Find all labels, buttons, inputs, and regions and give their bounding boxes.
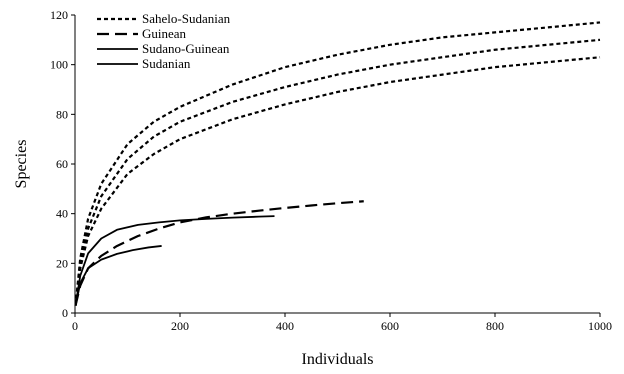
x-axis-title: Individuals — [302, 351, 374, 368]
series-line — [74, 38, 601, 306]
series-layer — [74, 21, 601, 306]
y-tick-label: 60 — [56, 157, 68, 171]
series-line — [74, 215, 275, 306]
axes: 0 20 40 60 80 100 120 0 200 400 600 800 1000 — [50, 8, 612, 333]
x-tick-label: 1000 — [588, 319, 612, 333]
series-sahelo-sudanian — [74, 21, 601, 306]
series-sudano-guinean — [74, 215, 275, 306]
y-tick-label: 120 — [50, 8, 68, 22]
series-line — [74, 56, 601, 306]
series-guinean — [74, 200, 364, 306]
y-tick-label: 100 — [50, 58, 68, 72]
legend-label: Sahelo-Sudanian — [142, 11, 231, 26]
y-tick-label: 20 — [56, 256, 68, 270]
x-tick-label: 400 — [276, 319, 294, 333]
y-tick-label: 40 — [56, 207, 68, 221]
legend-label: Sudano-Guinean — [142, 41, 230, 56]
legend: Sahelo-SudanianGuineanSudano-GuineanSuda… — [97, 11, 231, 71]
series-line — [74, 200, 364, 306]
series-sudanian — [74, 245, 162, 306]
y-tick-label: 80 — [56, 107, 68, 121]
x-tick-label: 0 — [72, 319, 78, 333]
y-axis-title: Species — [13, 140, 30, 189]
legend-label: Sudanian — [142, 56, 191, 71]
series-line — [74, 245, 162, 306]
x-tick-label: 800 — [486, 319, 504, 333]
y-tick-label: 0 — [62, 306, 68, 320]
x-tick-label: 200 — [171, 319, 189, 333]
x-tick-label: 600 — [381, 319, 399, 333]
legend-label: Guinean — [142, 26, 187, 41]
series-line — [74, 21, 601, 306]
